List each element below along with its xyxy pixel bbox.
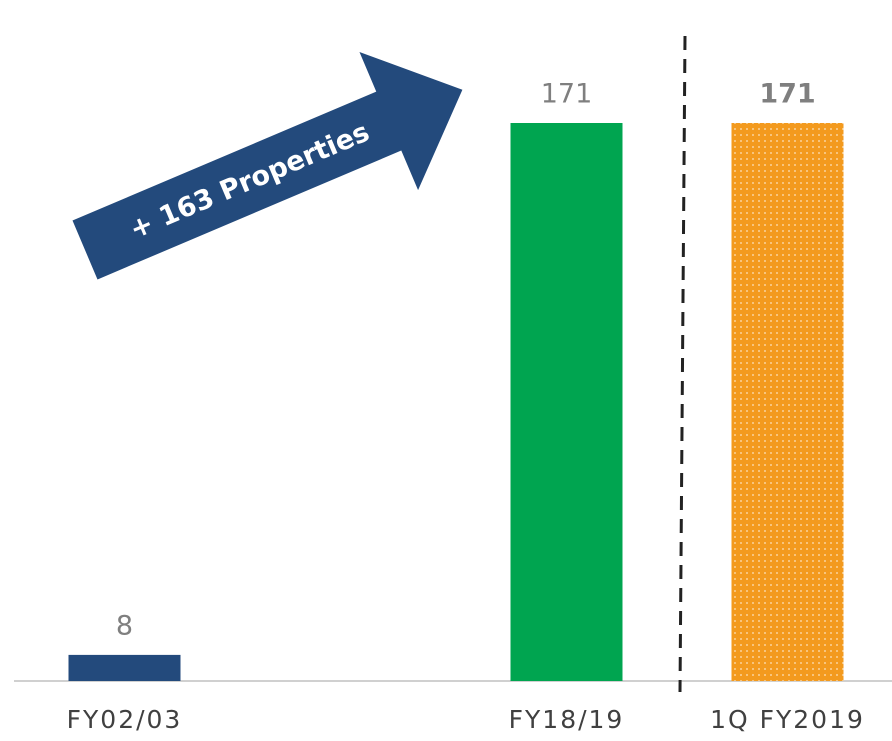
- x-tick-label: FY18/19: [509, 705, 625, 734]
- divider: [678, 35, 687, 693]
- x-tick-label: FY02/03: [67, 705, 183, 734]
- value-label: 171: [541, 79, 593, 110]
- value-label: 8: [116, 610, 133, 641]
- arrow: [72, 52, 463, 280]
- x-tick-label: 1Q FY2019: [710, 705, 865, 734]
- bar-pattern: [731, 123, 844, 681]
- bar: [510, 123, 623, 681]
- annotation: + 163 Properties: [125, 117, 374, 246]
- value-label: 171: [759, 79, 815, 110]
- bar: [68, 654, 181, 681]
